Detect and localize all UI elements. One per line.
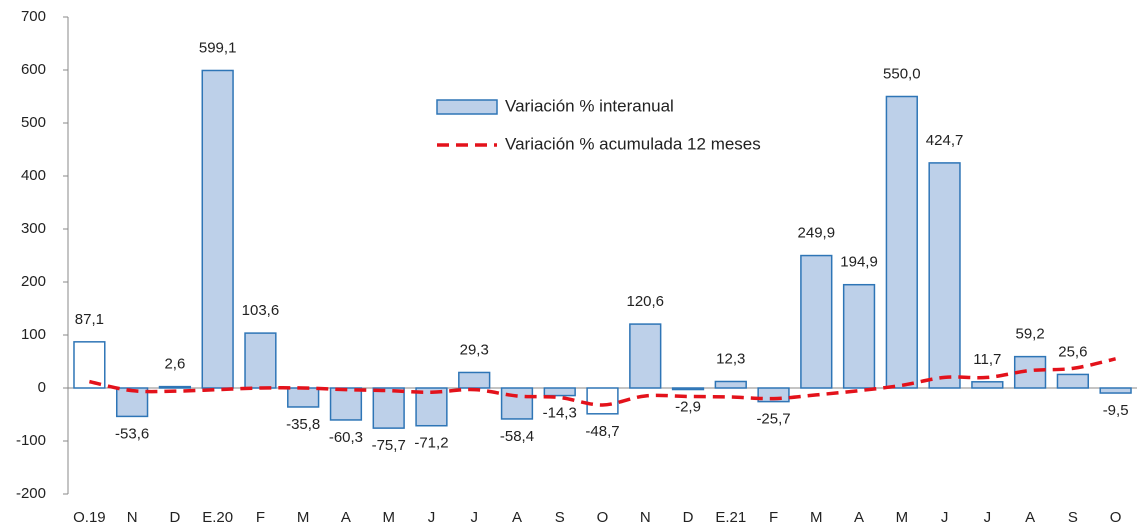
- x-tick-label: M: [382, 509, 395, 526]
- x-tick-label: A: [854, 509, 864, 526]
- bar: [287, 387, 320, 408]
- bar: [671, 387, 705, 391]
- x-tick-label: A: [1025, 509, 1035, 526]
- x-tick-label: S: [1068, 509, 1078, 526]
- bar: [372, 387, 405, 429]
- legend-swatch: [436, 99, 498, 115]
- bar: [586, 387, 619, 415]
- bar: [629, 323, 662, 389]
- data-label: -14,3: [543, 405, 577, 422]
- x-tick-label: J: [470, 509, 478, 526]
- data-label: -53,6: [115, 425, 149, 442]
- y-tick-label: 400: [21, 167, 46, 184]
- y-tick-label: 200: [21, 273, 46, 290]
- bar: [158, 385, 192, 389]
- x-tick-label: J: [984, 509, 992, 526]
- bar: [885, 95, 918, 389]
- x-tick-label: S: [555, 509, 565, 526]
- legend-label: Variación % interanual: [505, 96, 674, 115]
- x-tick-label: O: [1110, 509, 1122, 526]
- x-tick-label: E.21: [715, 509, 746, 526]
- x-tick-label: E.20: [202, 509, 233, 526]
- data-label: 29,3: [460, 341, 489, 358]
- line: [89, 357, 1117, 407]
- data-label: 194,9: [840, 254, 878, 271]
- x-tick-label: D: [169, 509, 180, 526]
- data-label: 2,6: [164, 356, 185, 373]
- data-label: 120,6: [626, 293, 664, 310]
- x-tick-label: O: [597, 509, 609, 526]
- bar: [458, 371, 491, 389]
- x-tick-label: J: [941, 509, 949, 526]
- y-tick-label: 600: [21, 61, 46, 78]
- data-label: 12,3: [716, 350, 745, 367]
- data-label: 103,6: [242, 302, 280, 319]
- x-tick-label: F: [256, 509, 265, 526]
- data-label: -9,5: [1103, 402, 1129, 419]
- legend-label: Variación % acumulada 12 meses: [505, 134, 761, 153]
- bar: [1056, 373, 1090, 389]
- x-tick-label: A: [512, 509, 522, 526]
- x-tick-label: D: [683, 509, 694, 526]
- bar: [714, 380, 747, 389]
- bar: [201, 69, 234, 389]
- bar: [800, 254, 833, 389]
- x-tick-label: A: [341, 509, 351, 526]
- data-label: -35,8: [286, 416, 320, 433]
- bar: [971, 381, 1004, 389]
- bar: [73, 341, 106, 389]
- data-label: 25,6: [1058, 343, 1087, 360]
- data-label: 87,1: [75, 311, 104, 328]
- data-label: -48,7: [585, 423, 619, 440]
- data-label: -71,2: [414, 435, 448, 452]
- bar: [415, 387, 448, 427]
- x-tick-label: F: [769, 509, 778, 526]
- data-label: -60,3: [329, 429, 363, 446]
- x-tick-label: N: [640, 509, 651, 526]
- bar: [543, 387, 576, 397]
- y-tick-label: 300: [21, 220, 46, 237]
- data-label: 550,0: [883, 65, 921, 82]
- data-label: 11,7: [973, 351, 1001, 368]
- data-label: 59,2: [1015, 326, 1044, 343]
- data-label: 249,9: [798, 225, 836, 242]
- data-label: 424,7: [926, 132, 964, 149]
- y-tick-label: 0: [38, 379, 46, 396]
- y-tick-label: -200: [16, 485, 46, 502]
- y-tick-label: 100: [21, 326, 46, 343]
- y-tick-label: 700: [21, 8, 46, 25]
- data-label: -25,7: [756, 411, 790, 428]
- data-label: -58,4: [500, 428, 534, 445]
- data-label: -75,7: [372, 437, 406, 454]
- x-tick-label: M: [297, 509, 310, 526]
- y-tick-label: -100: [16, 432, 46, 449]
- x-tick-label: M: [810, 509, 823, 526]
- data-label: -2,9: [675, 399, 701, 416]
- y-tick-label: 500: [21, 114, 46, 131]
- bar: [115, 387, 149, 418]
- bar: [329, 387, 363, 421]
- x-tick-label: O.19: [73, 509, 106, 526]
- bar: [244, 332, 277, 389]
- bar: [500, 387, 534, 420]
- data-label: 599,1: [199, 39, 237, 56]
- bar: [842, 283, 876, 389]
- x-tick-label: N: [127, 509, 138, 526]
- x-tick-label: M: [896, 509, 909, 526]
- bar: [928, 162, 961, 389]
- bar: [1099, 387, 1132, 394]
- x-tick-label: J: [428, 509, 436, 526]
